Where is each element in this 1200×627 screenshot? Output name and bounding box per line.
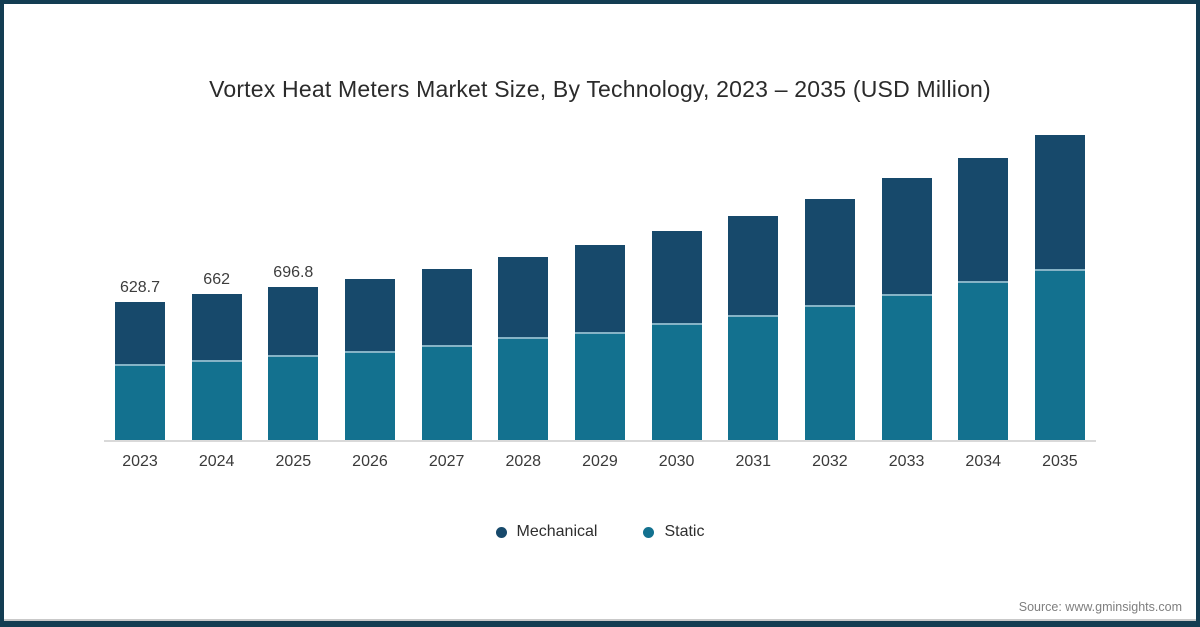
x-axis-label-2030: 2030 [658, 453, 695, 470]
x-axis-label-2024: 2024 [198, 453, 235, 470]
bar-segment-static [881, 294, 932, 440]
bar-segment-static [651, 323, 702, 440]
bar-segment-static [958, 280, 1009, 440]
x-axis-label-2023: 2023 [122, 453, 158, 470]
x-axis-line [104, 440, 1096, 442]
bar-column-2026 [344, 278, 395, 440]
x-axis-label-2033: 2033 [888, 453, 925, 470]
bar-segment-static [498, 337, 549, 440]
bar-column-2035 [1034, 135, 1085, 440]
bar-column-2023: 628.7 [115, 279, 165, 440]
bar-segment-static [574, 331, 625, 440]
x-axis-label-2035: 2035 [1042, 453, 1078, 470]
bar-segment-mechanical [191, 294, 242, 360]
bottom-hairline [4, 619, 1196, 621]
bar-column-2028 [498, 257, 549, 440]
legend-item-mechanical: Mechanical [495, 523, 598, 541]
static-legend-dot-icon [643, 526, 655, 538]
bar-column-2027 [421, 269, 472, 440]
bar-segment-static [344, 350, 395, 440]
x-axis-label-2027: 2027 [428, 453, 465, 470]
mechanical-legend-dot-icon [495, 526, 507, 538]
x-axis-label-2032: 2032 [812, 453, 848, 470]
bar-segment-static [268, 355, 319, 440]
bar-value-label: 662 [203, 271, 231, 289]
bar-segment-mechanical [651, 231, 702, 324]
x-axis-labels: 2023 2024 2025 2026 2027 2028 2029 2030 2031 2032… [104, 453, 1096, 471]
bar-segment-static [804, 304, 855, 440]
bar-column-2030 [651, 231, 702, 440]
bar-segment-mechanical [421, 269, 472, 345]
bar-segment-mechanical [1034, 135, 1085, 270]
bar-segment-mechanical [728, 216, 779, 315]
legend-label-static: Static [664, 523, 705, 540]
bar-column-2024: 662 [191, 271, 242, 440]
bar-segment-static [191, 359, 242, 440]
bar-segment-mechanical [268, 286, 319, 356]
source-credit: Source: www.gminsights.com [1018, 600, 1182, 614]
bar-value-label: 696.8 [273, 263, 314, 281]
bar-segment-mechanical [881, 178, 932, 295]
x-axis-label-2031: 2031 [735, 453, 772, 470]
legend: Mechanical Static [4, 523, 1196, 541]
x-axis-label-2026: 2026 [352, 453, 388, 470]
bar-segment-static [728, 315, 779, 440]
x-axis-label-2034: 2034 [965, 453, 1002, 470]
bar-segment-mechanical [574, 244, 625, 332]
bar-segment-static [115, 364, 165, 440]
bar-column-2033 [881, 178, 932, 440]
x-axis-label-2025: 2025 [275, 453, 312, 470]
bar-segment-mechanical [115, 301, 165, 364]
bar-segment-mechanical [498, 257, 549, 338]
plot-area: 628.7 662 696.8 [104, 135, 1096, 440]
bar-column-2029 [574, 244, 625, 440]
bar-column-2032 [804, 198, 855, 440]
bar-segment-mechanical [804, 198, 855, 305]
x-axis-label-2028: 2028 [505, 453, 542, 470]
x-axis-label-2029: 2029 [582, 453, 618, 470]
bar-segment-mechanical [958, 157, 1009, 281]
bar-segment-mechanical [344, 278, 395, 351]
bar-segment-static [421, 344, 472, 440]
bar-value-label: 628.7 [119, 278, 161, 296]
bar-segment-static [1034, 269, 1085, 440]
bar-column-2025: 696.8 [268, 264, 319, 440]
chart-title: Vortex Heat Meters Market Size, By Techn… [209, 76, 991, 102]
legend-label-mechanical: Mechanical [516, 523, 598, 540]
bar-column-2031 [728, 216, 779, 440]
legend-item-static: Static [643, 523, 704, 541]
bar-column-2034 [958, 157, 1009, 440]
